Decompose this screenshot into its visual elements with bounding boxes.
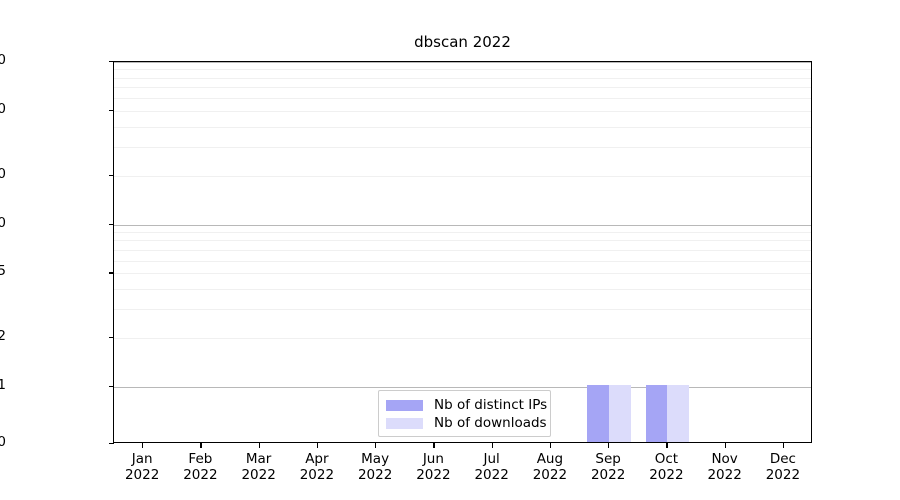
x-axis-tick-mark: [724, 443, 726, 448]
y-axis-tick-mark: [109, 386, 114, 388]
gridline: [114, 273, 811, 275]
x-axis-tick-label: Jan 2022: [124, 451, 160, 483]
y-axis-tick-mark: [109, 272, 114, 274]
gridline: [114, 338, 811, 340]
gridline: [114, 98, 811, 100]
y-axis-tick-label: 100: [0, 52, 6, 68]
legend-item[interactable]: Nb of distinct IPs: [386, 396, 547, 414]
x-axis-tick-label: Jun 2022: [416, 451, 451, 483]
x-axis-tick-label: Aug 2022: [532, 451, 568, 483]
bar[interactable]: [609, 385, 631, 442]
legend-label-downloads: Nb of downloads: [434, 415, 547, 431]
y-axis-tick-mark: [109, 223, 114, 225]
y-axis-tick-label: 1: [0, 377, 6, 393]
gridline: [114, 77, 811, 79]
gridline: [114, 249, 811, 251]
gridline: [114, 146, 811, 148]
x-axis-tick-mark: [782, 443, 785, 448]
gridline: [114, 224, 811, 226]
x-axis-tick-label: Feb 2022: [183, 451, 218, 483]
x-axis-tick-label: Oct 2022: [649, 451, 684, 483]
x-axis-tick-mark: [608, 443, 610, 448]
x-axis-tick-label: May 2022: [357, 451, 393, 483]
y-axis-tick-mark: [109, 109, 114, 112]
x-axis-tick-mark: [258, 443, 260, 448]
gridline: [114, 69, 811, 71]
y-axis-tick-label: 0: [0, 434, 6, 450]
x-axis-tick-label: Mar 2022: [241, 451, 276, 483]
plot-area: [113, 61, 812, 443]
gridline: [114, 110, 811, 112]
bar[interactable]: [645, 385, 668, 442]
y-axis-tick-mark: [109, 61, 114, 63]
legend-item[interactable]: Nb of downloads: [386, 414, 547, 432]
gridline: [114, 240, 811, 242]
x-axis-tick-mark: [375, 443, 377, 448]
gridline: [114, 260, 811, 262]
y-axis-tick-mark: [109, 337, 114, 339]
y-axis-tick-label: 10: [0, 214, 6, 231]
y-axis-tick-label: 2: [0, 328, 6, 345]
y-axis-tick-label: 20: [0, 165, 6, 182]
x-axis-tick-label: Sep 2022: [590, 451, 626, 483]
gridline: [114, 62, 811, 63]
y-axis-tick-mark: [109, 443, 114, 445]
x-axis-tick-mark: [142, 443, 144, 448]
x-axis-tick-mark: [666, 443, 668, 448]
x-axis-tick-mark: [491, 443, 493, 448]
x-axis-tick-mark: [316, 443, 319, 448]
x-axis-tick-mark: [433, 443, 435, 448]
x-axis-tick-mark: [549, 443, 552, 448]
legend-swatch-distinct-ips: [386, 399, 423, 411]
gridline: [114, 87, 811, 89]
x-axis-tick-mark: [200, 443, 202, 448]
gridline: [114, 175, 811, 177]
chart-title: dbscan 2022: [414, 33, 511, 51]
x-axis-tick-label: Nov 2022: [707, 451, 742, 483]
y-axis-tick-label: 5: [0, 263, 6, 280]
x-axis-tick-label: Jul 2022: [474, 451, 509, 483]
y-axis-tick-label: 50: [0, 100, 6, 117]
gridline: [114, 387, 811, 388]
y-axis-tick-mark: [109, 174, 114, 176]
x-axis-tick-label: Dec 2022: [765, 451, 801, 483]
legend-swatch-downloads: [386, 417, 423, 429]
x-axis-tick-label: Apr 2022: [299, 451, 335, 483]
gridline: [114, 289, 811, 291]
gridline: [114, 309, 811, 311]
bar[interactable]: [587, 385, 610, 442]
gridline: [114, 231, 811, 233]
legend-label-distinct-ips: Nb of distinct IPs: [434, 397, 548, 413]
bar[interactable]: [667, 385, 690, 442]
chart-legend: Nb of distinct IPs Nb of downloads: [378, 390, 551, 437]
gridline: [114, 126, 811, 128]
